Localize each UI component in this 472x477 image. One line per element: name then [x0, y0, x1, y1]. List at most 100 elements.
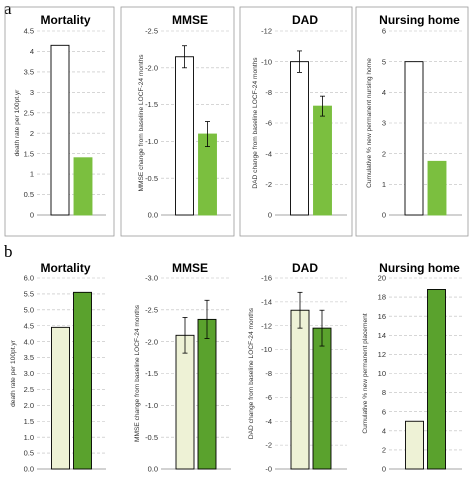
chart-b-0-ylabel: death rate per 100pt.yr	[10, 339, 17, 407]
chart-a-3-title: Nursing home	[379, 13, 460, 27]
chart-b-2-bar-control	[290, 309, 310, 470]
chart-b-0-tick-label: 2.5	[24, 385, 34, 394]
chart-b-3-tick-label: 18	[378, 293, 386, 302]
chart-a-3-tick-label: 4	[382, 88, 386, 97]
chart-b-0-tick-label: 1.5	[24, 417, 34, 426]
chart-b-1-ylabel: MMSE change from baseline LOCF-24 months	[134, 304, 141, 442]
chart-b-1-bar-treatment	[197, 318, 217, 470]
chart-b-3-tick-label: 16	[378, 312, 386, 321]
chart-a-1-ylabel: MMSE change from baseline LOCF-24 months	[138, 54, 145, 192]
panel-label-b: b	[4, 242, 13, 261]
chart-b-2-tick-label: -12	[261, 321, 272, 330]
chart-a-3-tick-label: 2	[382, 149, 386, 158]
chart-b-0-title: Mortality	[40, 261, 90, 275]
chart-b-3: Nursing home 0 2 4 6 8 10 12 14 16 18 20 Cumulative …	[362, 261, 462, 474]
chart-b-1-tick-label: -3.0	[145, 274, 158, 283]
chart-b-0-tick-label: 0.0	[24, 465, 34, 474]
chart-a-1-tick-label: 0.0	[148, 211, 158, 220]
chart-a-1-tick-label: -2.0	[145, 63, 158, 72]
chart-a-1-title: MMSE	[172, 13, 208, 27]
chart-b-3-tick-label: 0	[382, 465, 386, 474]
chart-b-3-tick-label: 10	[378, 369, 386, 378]
chart-a-3-frame	[355, 6, 469, 237]
chart-a-3-ylabel: Cumulative % new permanent nursing home	[366, 58, 373, 188]
chart-b-0-tick-label: 6.0	[24, 274, 34, 283]
chart-b-3-tick-label: 6	[382, 407, 386, 416]
chart-b-3-tick-label: 4	[382, 426, 386, 435]
chart-b-3-tick-label: 20	[378, 274, 386, 283]
chart-a-2-tick-label: -2	[265, 180, 272, 189]
chart-a-0-tick-label: 3	[30, 88, 34, 97]
chart-b-2-ylabel: DAD change from baseline LOCF-24 months	[248, 307, 255, 439]
chart-a-0: Mortality 0 0.5 1 1.5 2 2.5 3 3.5 4 4.5 death rate …	[4, 6, 115, 237]
chart-a-3-tick-label: 6	[382, 27, 386, 36]
chart-b-0-tick-label: 5.0	[24, 305, 34, 314]
chart-a-0-tick-label: 0	[30, 211, 34, 220]
chart-b-0-tick-label: 3.5	[24, 353, 34, 362]
chart-b-0-bar-control	[51, 326, 70, 470]
chart-b-0: Mortality 0.0 0.5 1.0 1.5 2.0 2.5 3.0 3.5 4.0 4.5 5…	[10, 261, 106, 474]
chart-b-1-bar-control	[175, 334, 195, 470]
chart-b-2-tick-label: -6	[265, 393, 272, 402]
chart-b-1-tick-label: -1.0	[145, 401, 158, 410]
chart-a-0-tick-label: 1.5	[24, 149, 34, 158]
chart-b-1-tick-label: -2.5	[145, 305, 158, 314]
chart-b-3-ylabel: Cumulative % new permanent placement	[362, 313, 369, 433]
chart-a-1-tick-label: -1.5	[145, 100, 158, 109]
chart-b-0-tick-label: 1.0	[24, 433, 34, 442]
chart-a-0-bar-treatment	[73, 157, 93, 216]
chart-a-2-bar-control	[290, 61, 309, 216]
chart-b-2-tick-label: -4	[265, 417, 272, 426]
chart-a-2-frame	[239, 6, 353, 237]
chart-b-0-tick-label: 3.0	[24, 369, 34, 378]
chart-a-1-frame	[120, 6, 235, 237]
chart-a-2-title: DAD	[292, 13, 318, 27]
charts-layer: Mortality 0 0.5 1 1.5 2 2.5 3 3.5 4 4.5 death rate …	[4, 6, 469, 474]
panel-label-a: a	[4, 0, 12, 18]
chart-a-0-title: Mortality	[40, 13, 90, 27]
chart-b-0-tick-label: 5.5	[24, 290, 34, 299]
chart-a-0-tick-label: 2.5	[24, 108, 34, 117]
chart-b-0-bar-treatment	[73, 291, 92, 470]
chart-b-2-tick-label: -16	[261, 274, 272, 283]
chart-b-3-bar-treatment	[427, 289, 446, 470]
chart-a-2-tick-label: -6	[265, 119, 272, 128]
chart-b-1-tick-label: -1.5	[145, 369, 158, 378]
chart-a-0-tick-label: 4.5	[24, 27, 34, 36]
chart-b-3-title: Nursing home	[379, 261, 460, 275]
chart-a-3: Nursing home 0 1 2 3 4 5 6 Cumulative % new perm…	[355, 6, 469, 237]
chart-b-1: MMSE 0.0 -0.5 -1.0 -1.5 -2.0 -2.5 -3.0 MMSE chan…	[134, 261, 231, 474]
chart-a-0-tick-label: 1	[30, 170, 34, 179]
chart-b-0-tick-label: 4.0	[24, 337, 34, 346]
chart-a-3-tick-label: 0	[382, 211, 386, 220]
chart-a-1: MMSE 0.0 -0.5 -1.0 -1.5 -2.0 -2.5 MMSE change f…	[120, 6, 235, 237]
chart-b-3-tick-label: 14	[378, 331, 386, 340]
chart-a-3-bar-treatment	[427, 160, 447, 216]
chart-a-2-ylabel: DAD change from baseline LOCF-24 months	[252, 57, 259, 189]
chart-a-0-tick-label: 2	[30, 129, 34, 138]
chart-b-3-bar-control	[405, 420, 424, 470]
chart-b-1-title: MMSE	[172, 261, 208, 275]
chart-b-2-tick-label: -8	[265, 369, 272, 378]
chart-b-0-tick-label: 0.5	[24, 449, 34, 458]
chart-b-0-tick-label: 2.0	[24, 401, 34, 410]
chart-b-1-tick-label: -2.0	[145, 337, 158, 346]
chart-a-1-bar-control	[175, 56, 194, 216]
chart-a-2-tick-label: 0	[268, 211, 272, 220]
chart-a-0-bar-control	[50, 44, 70, 216]
chart-a-0-tick-label: 3.5	[24, 67, 34, 76]
chart-b-2: DAD -0 -2 -4 -6 -8 -10 -12 -14 -16 DAD change from…	[248, 261, 347, 474]
chart-b-2-tick-label: -14	[261, 297, 272, 306]
chart-a-2-tick-label: -4	[265, 149, 272, 158]
chart-a-3-tick-label: 1	[382, 180, 386, 189]
chart-a-1-tick-label: -0.5	[145, 174, 158, 183]
chart-a-1-tick-label: -2.5	[145, 27, 158, 36]
chart-a-3-tick-label: 5	[382, 57, 386, 66]
chart-a-2-tick-label: -10	[261, 57, 272, 66]
chart-b-2-tick-label: -10	[261, 345, 272, 354]
chart-b-3-tick-label: 2	[382, 446, 386, 455]
chart-a-0-ylabel: death rate per 100pt.yr	[14, 89, 21, 157]
chart-a-1-tick-label: -1.0	[145, 137, 158, 146]
chart-a-0-tick-label: 4	[30, 47, 34, 56]
